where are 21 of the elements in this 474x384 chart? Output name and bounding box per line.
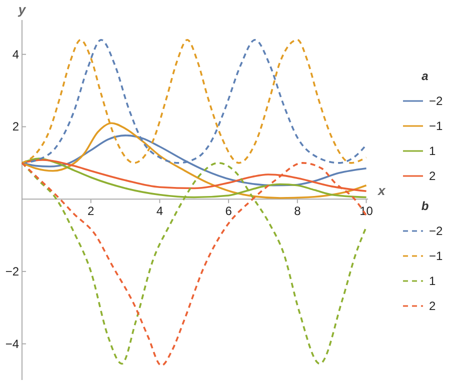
x-tick-label: 4 (156, 204, 164, 218)
x-tick-label: 8 (294, 204, 302, 218)
text: b (421, 199, 429, 213)
text: a (422, 69, 428, 83)
x-axis-title: x (377, 183, 386, 198)
y-tick-label: −4 (5, 336, 20, 351)
legend-label: −2 (429, 94, 444, 108)
y-tick-label: 4 (12, 47, 20, 62)
y-axis-title: y (17, 2, 26, 17)
legend-label: 2 (429, 299, 436, 313)
x-tick-label: 2 (88, 204, 95, 218)
x-tick-label: 6 (225, 204, 232, 218)
legend-label: −2 (429, 224, 444, 238)
y-tick-label: −2 (5, 264, 20, 278)
x-tick-label: 10 (360, 204, 374, 218)
legend-label: 1 (429, 144, 436, 158)
legend-label: 2 (429, 169, 436, 183)
legend-label: −1 (429, 249, 444, 263)
legend-label: 1 (429, 274, 436, 288)
y-tick-label: 2 (12, 120, 20, 134)
legend-label: −1 (429, 119, 444, 133)
